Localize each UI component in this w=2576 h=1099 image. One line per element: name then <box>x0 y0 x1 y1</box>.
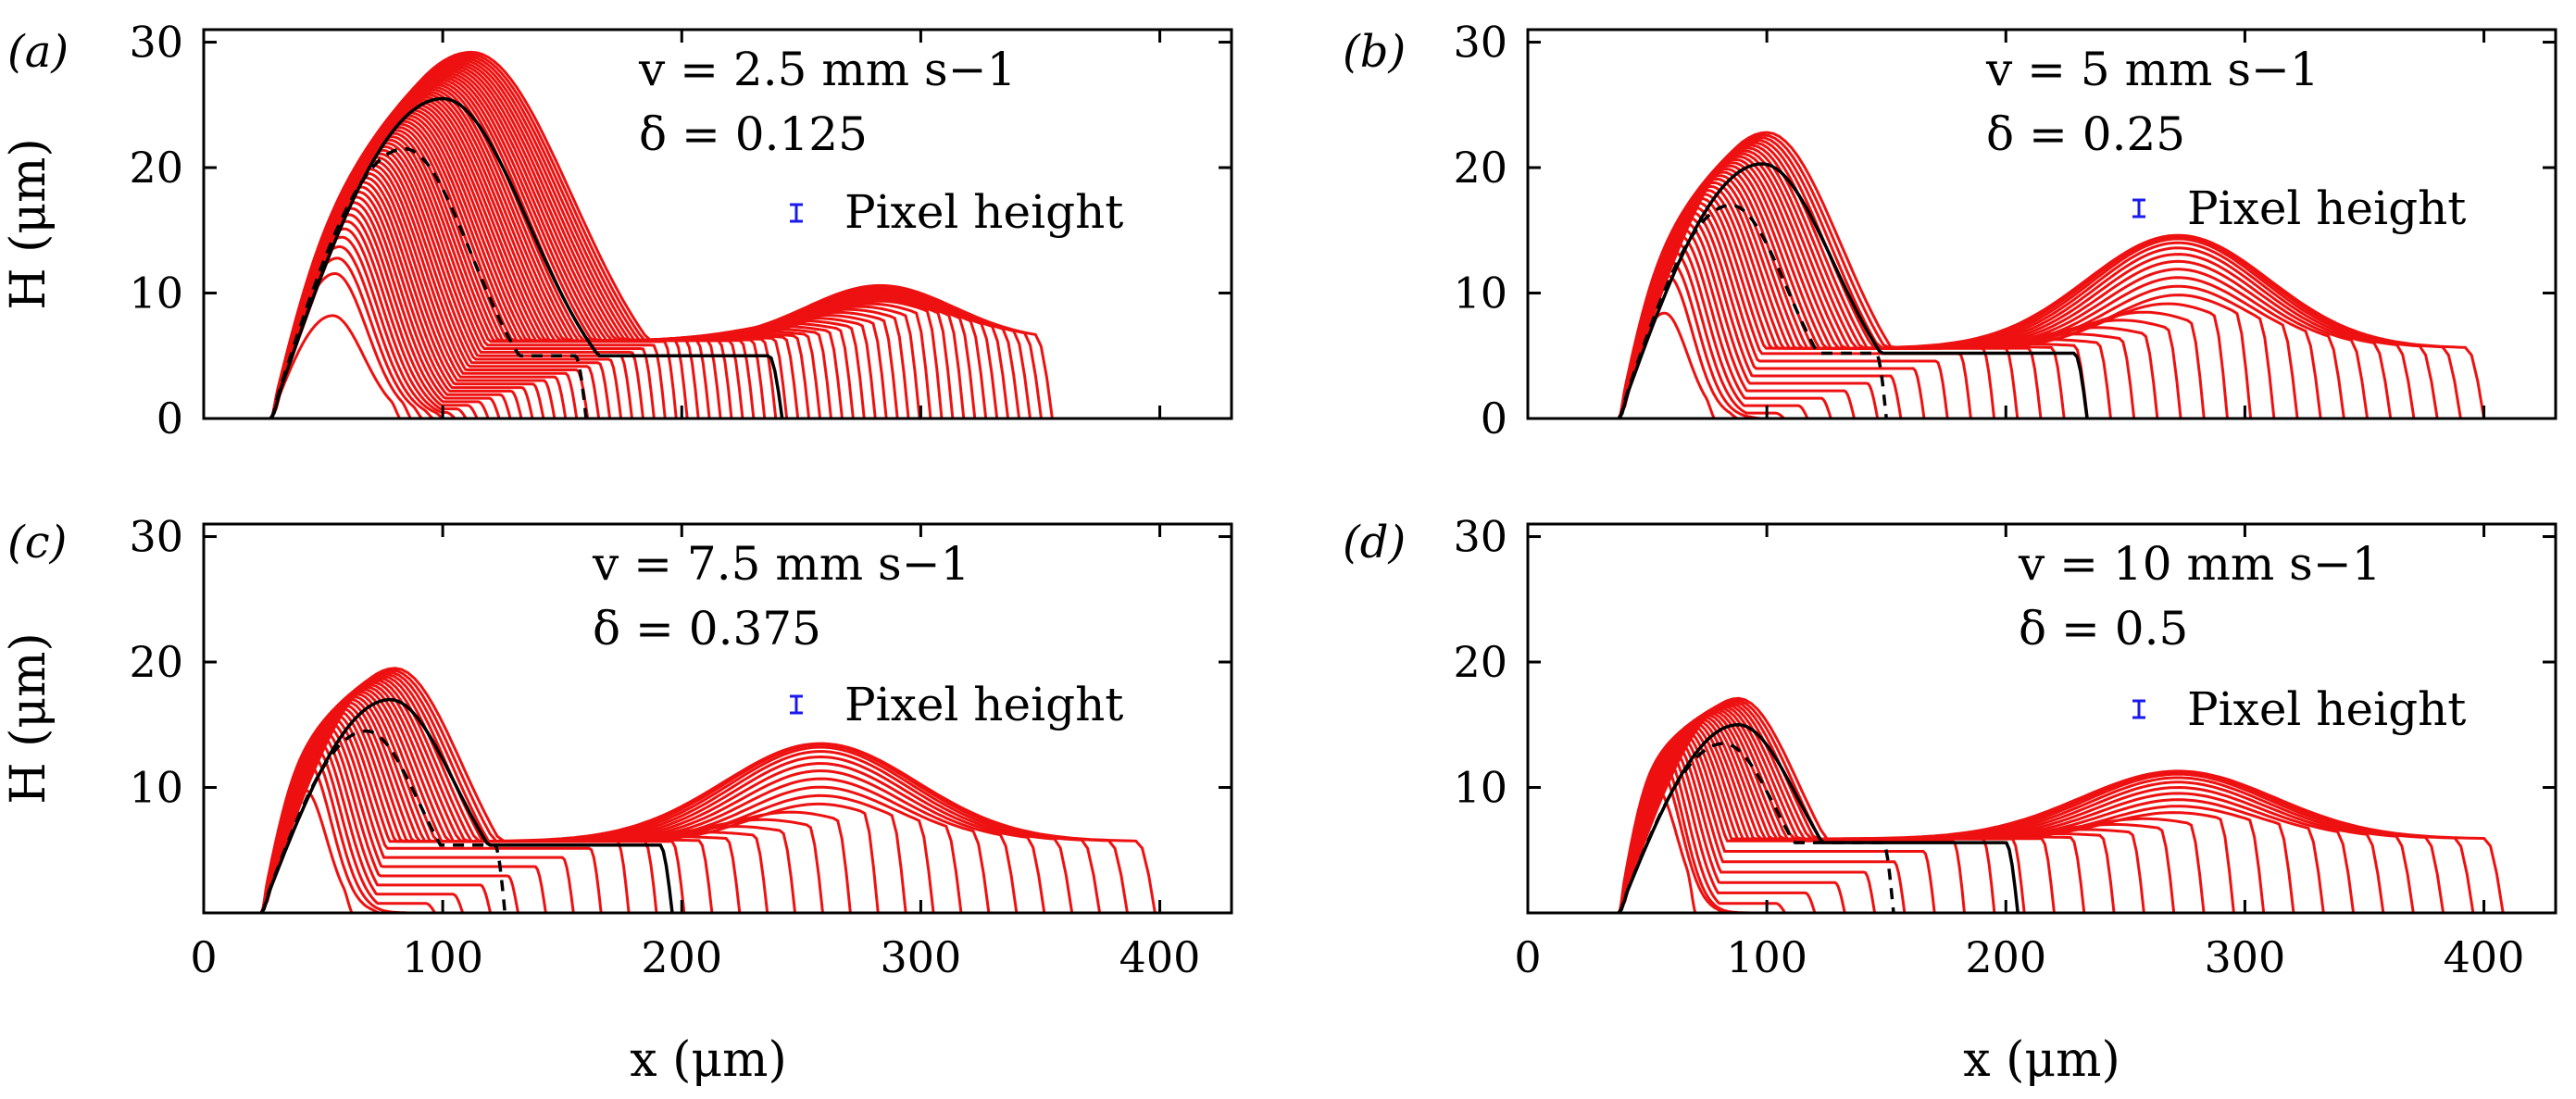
legend-label: Pixel height <box>2187 682 2466 736</box>
panel-b: 0 10 20 30 (b) v = 5 mm s−1 δ = 0.25 Pixel … <box>1343 18 2557 443</box>
profile-curve <box>1617 700 2445 914</box>
y-tick-label: 0 <box>1481 393 1507 443</box>
velocity-label: v = 2.5 mm s−1 <box>638 43 1016 96</box>
x-tick-label: 0 <box>190 932 217 982</box>
legend-label: Pixel height <box>844 185 1123 239</box>
x-tick-label: 300 <box>2205 932 2286 982</box>
axis-ticks: 0 10 20 30 <box>1453 18 2556 443</box>
profile-curves <box>1617 131 2486 420</box>
profile-curve <box>269 50 1054 419</box>
x-tick-label: 100 <box>1726 932 1807 982</box>
profile-curve <box>1617 701 2415 914</box>
x-tick-label: 400 <box>1119 932 1201 982</box>
panel-label: (c) <box>7 517 67 568</box>
y-tick-label: 30 <box>1453 512 1507 562</box>
x-tick-label: 200 <box>641 932 722 982</box>
profile-curve <box>269 314 402 420</box>
reference-profile-solid <box>1617 162 2089 419</box>
pixel-height-marker-icon <box>2132 198 2145 219</box>
profile-curve <box>1617 138 2416 419</box>
y-tick-label: 20 <box>129 637 183 687</box>
x-axis-label-left: x (μm) <box>630 1032 787 1088</box>
pixel-height-marker-icon <box>2132 699 2145 719</box>
delta-label: δ = 0.25 <box>1986 107 2185 161</box>
profile-curve <box>1617 141 2393 419</box>
profile-curve <box>1617 131 2486 419</box>
panel-label: (d) <box>1343 517 1406 568</box>
delta-label: δ = 0.125 <box>639 107 868 161</box>
y-tick-label: 20 <box>1453 637 1507 687</box>
velocity-label: v = 5 mm s−1 <box>1985 43 2320 96</box>
legend-label: Pixel height <box>844 678 1123 731</box>
plot-frame <box>202 522 1233 915</box>
y-tick-label: 30 <box>129 18 183 68</box>
reference-profile-dashed <box>1617 203 1888 420</box>
profile-curve <box>1617 696 2505 914</box>
profile-curve <box>1617 703 2385 914</box>
y-tick-label: 10 <box>1453 269 1507 318</box>
delta-label: δ = 0.375 <box>593 602 821 656</box>
panel-label: (a) <box>7 26 69 78</box>
y-axis-label-bottom: H (μm) <box>1 632 56 805</box>
y-tick-label: 10 <box>129 763 183 813</box>
y-tick-label: 20 <box>129 143 183 193</box>
y-tick-label: 30 <box>1453 18 1507 68</box>
reference-profile-dashed <box>269 146 588 420</box>
profile-curve <box>1617 698 2475 914</box>
profile-curve <box>259 674 1046 914</box>
y-tick-label: 20 <box>1453 143 1507 193</box>
x-tick-label: 300 <box>881 932 962 982</box>
profile-curve <box>259 667 1157 914</box>
reference-profile-dashed <box>259 729 507 915</box>
profile-curve <box>259 676 1019 914</box>
y-tick-label: 10 <box>129 269 183 318</box>
profile-curve <box>259 668 1129 914</box>
y-tick-label: 10 <box>1453 763 1507 813</box>
panel-label: (b) <box>1343 26 1406 78</box>
profile-curve <box>269 63 988 419</box>
x-tick-label: 400 <box>2444 932 2525 982</box>
x-tick-label: 0 <box>1514 932 1541 982</box>
plot-frame <box>1526 522 2557 915</box>
axis-ticks: 0 10 20 30 <box>129 18 1232 443</box>
profile-curves <box>1617 696 2505 915</box>
delta-label: δ = 0.5 <box>2019 602 2188 656</box>
x-axis-label-right: x (μm) <box>1963 1032 2120 1088</box>
y-tick-label: 30 <box>129 512 183 562</box>
x-tick-label: 200 <box>1965 932 2046 982</box>
pixel-height-marker-icon <box>790 694 803 715</box>
profile-curve <box>259 670 1102 914</box>
legend-label: Pixel height <box>2187 181 2466 235</box>
profile-curve <box>1617 136 2439 419</box>
reference-profile-dashed <box>1617 742 1895 915</box>
profile-curve <box>1617 144 2370 419</box>
reference-profile-solid <box>259 697 674 915</box>
velocity-label: v = 10 mm s−1 <box>2018 537 2382 591</box>
profile-curves <box>259 667 1157 915</box>
plot-frame <box>1526 28 2557 420</box>
profile-curve <box>1617 133 2462 419</box>
profile-curve <box>259 672 1074 914</box>
y-tick-label: 0 <box>156 393 183 443</box>
profile-curves <box>269 50 1054 420</box>
pixel-height-marker-icon <box>790 203 803 223</box>
velocity-label: v = 7.5 mm s−1 <box>592 537 969 591</box>
panel-a: 0 10 20 30 (a) v = 2.5 mm s−1 δ = 0.125 Pix… <box>7 18 1233 443</box>
plot-frame <box>202 28 1233 420</box>
y-axis-label-top: H (μm) <box>1 138 56 310</box>
x-tick-label: 100 <box>402 932 483 982</box>
